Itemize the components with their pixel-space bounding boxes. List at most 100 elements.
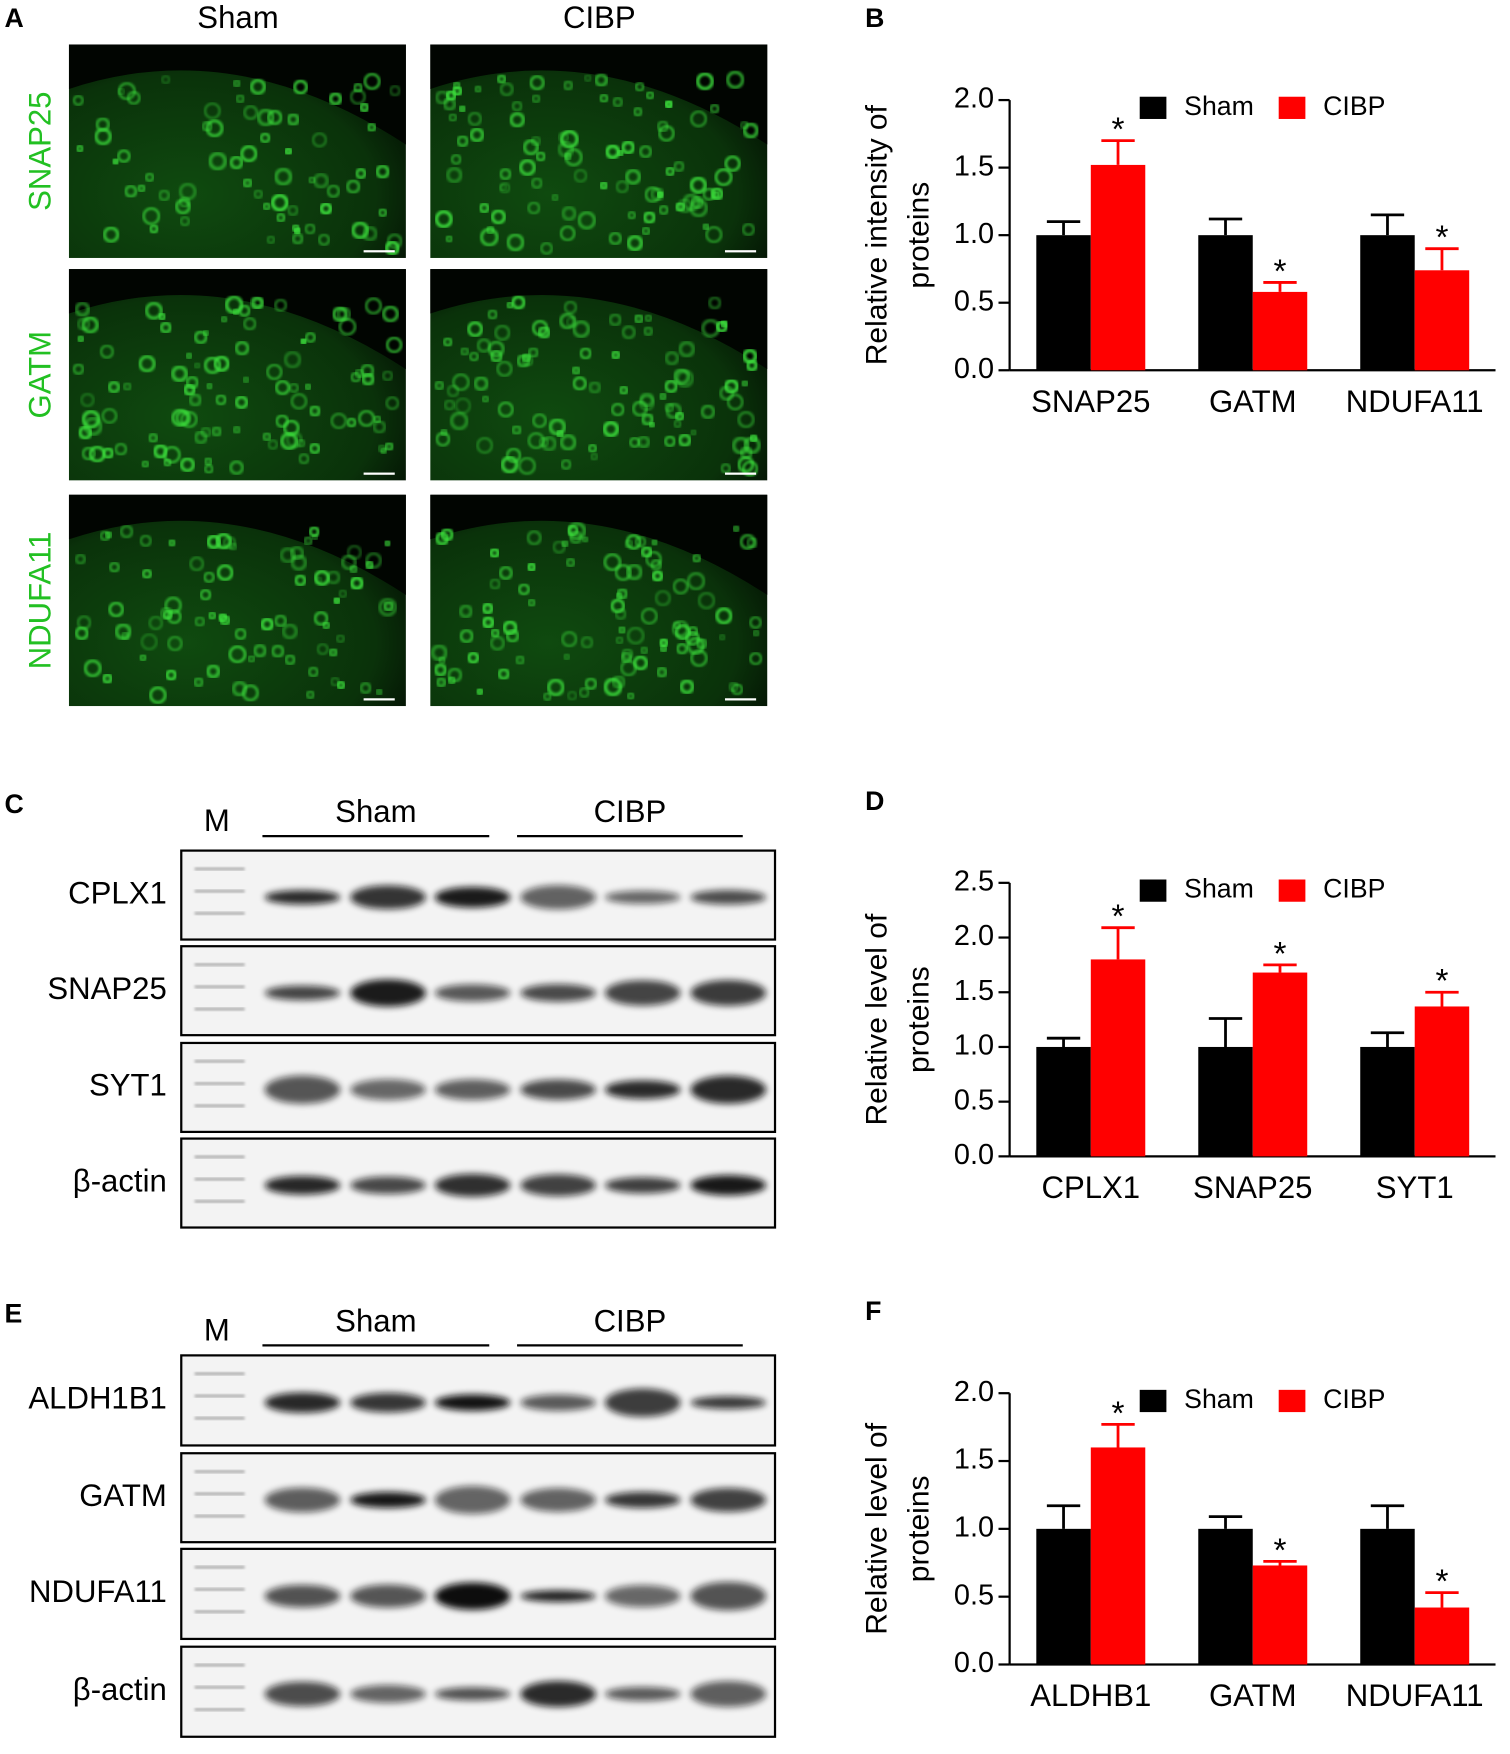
- blot: [180, 1354, 777, 1447]
- tissue-edge: [68, 44, 406, 145]
- legend-swatch: [1139, 96, 1167, 119]
- legend-label: CIBP: [1323, 874, 1385, 904]
- bar: [1090, 959, 1146, 1157]
- cell: [705, 226, 723, 243]
- cell: [307, 666, 319, 678]
- cell: [366, 122, 377, 133]
- cell: [506, 447, 522, 463]
- cell: [270, 193, 289, 212]
- cell: [584, 74, 592, 82]
- error-bar: [1425, 247, 1459, 271]
- cell: [215, 394, 227, 406]
- bar: [1036, 1528, 1091, 1665]
- cell: [163, 446, 181, 464]
- cell: [497, 667, 510, 681]
- legend-swatch: [1139, 879, 1167, 902]
- x-tick-label: SYT1: [1376, 1170, 1454, 1205]
- cell: [541, 435, 557, 452]
- micrograph: [430, 494, 768, 707]
- cell: [76, 317, 91, 331]
- cell: [328, 91, 343, 106]
- cell: [158, 312, 167, 321]
- cell: [447, 676, 457, 685]
- cell: [516, 353, 531, 368]
- cell: [279, 547, 296, 564]
- cell: [745, 359, 759, 372]
- cell: [382, 600, 395, 612]
- panel-letter: A: [4, 3, 23, 33]
- cell: [80, 392, 95, 408]
- cell: [445, 166, 463, 184]
- cell: [481, 615, 495, 629]
- cell: [363, 73, 381, 90]
- cell: [275, 414, 289, 428]
- cell: [193, 330, 208, 345]
- cell: [208, 151, 228, 171]
- y-tick-label: 0.0: [954, 353, 994, 385]
- cell: [644, 186, 661, 203]
- cell: [290, 393, 308, 410]
- cell: [561, 631, 578, 648]
- marker-label: M: [204, 1312, 230, 1347]
- cell: [256, 108, 275, 127]
- cell: [165, 669, 177, 681]
- cell: [659, 644, 668, 653]
- cell: [603, 677, 623, 697]
- band: [434, 1079, 511, 1100]
- cell: [732, 524, 741, 533]
- legend-swatch: [1278, 1389, 1306, 1413]
- cell: [253, 189, 264, 199]
- cell: [459, 346, 470, 357]
- cell: [249, 78, 267, 95]
- y-tick-label: 1.0: [954, 1511, 994, 1543]
- cell: [139, 534, 152, 547]
- cell: [490, 209, 506, 225]
- error-bar: [1046, 220, 1081, 236]
- blot: [180, 1041, 777, 1134]
- cell: [546, 678, 565, 697]
- cell: [560, 459, 572, 470]
- cell: [458, 104, 467, 114]
- cell: [352, 82, 364, 94]
- ladder-band: [194, 1081, 245, 1086]
- cell: [702, 187, 716, 201]
- cell: [442, 97, 457, 112]
- error-bar: [1263, 281, 1297, 292]
- cell: [72, 363, 85, 375]
- cell: [671, 620, 689, 638]
- group-label: Sham: [335, 794, 416, 829]
- cell: [658, 391, 668, 401]
- cell: [531, 93, 541, 104]
- cell: [266, 109, 283, 126]
- cell: [719, 385, 735, 401]
- cell: [81, 446, 96, 461]
- cell: [642, 211, 656, 225]
- error-bar: [1101, 1423, 1135, 1448]
- cell: [526, 562, 537, 573]
- cell: [603, 553, 622, 571]
- band: [604, 1177, 681, 1194]
- cell: [149, 224, 159, 234]
- ladder-band: [194, 1155, 245, 1159]
- cell: [499, 168, 512, 181]
- cell: [445, 235, 453, 243]
- cell: [247, 655, 256, 663]
- cell: [199, 589, 212, 601]
- cell: [611, 403, 625, 417]
- cell: [529, 74, 545, 91]
- cell: [382, 370, 394, 382]
- cell: [535, 151, 546, 162]
- band: [604, 980, 681, 1006]
- cell: [551, 193, 560, 202]
- cell: [449, 411, 469, 431]
- cell: [654, 590, 672, 607]
- error-bar: [1208, 1515, 1243, 1529]
- cell: [452, 81, 462, 90]
- panel-letter: D: [865, 786, 884, 816]
- cell: [514, 654, 526, 666]
- ladder-band: [194, 1394, 245, 1398]
- cell: [696, 72, 714, 91]
- cell: [665, 402, 682, 420]
- cell: [634, 536, 647, 548]
